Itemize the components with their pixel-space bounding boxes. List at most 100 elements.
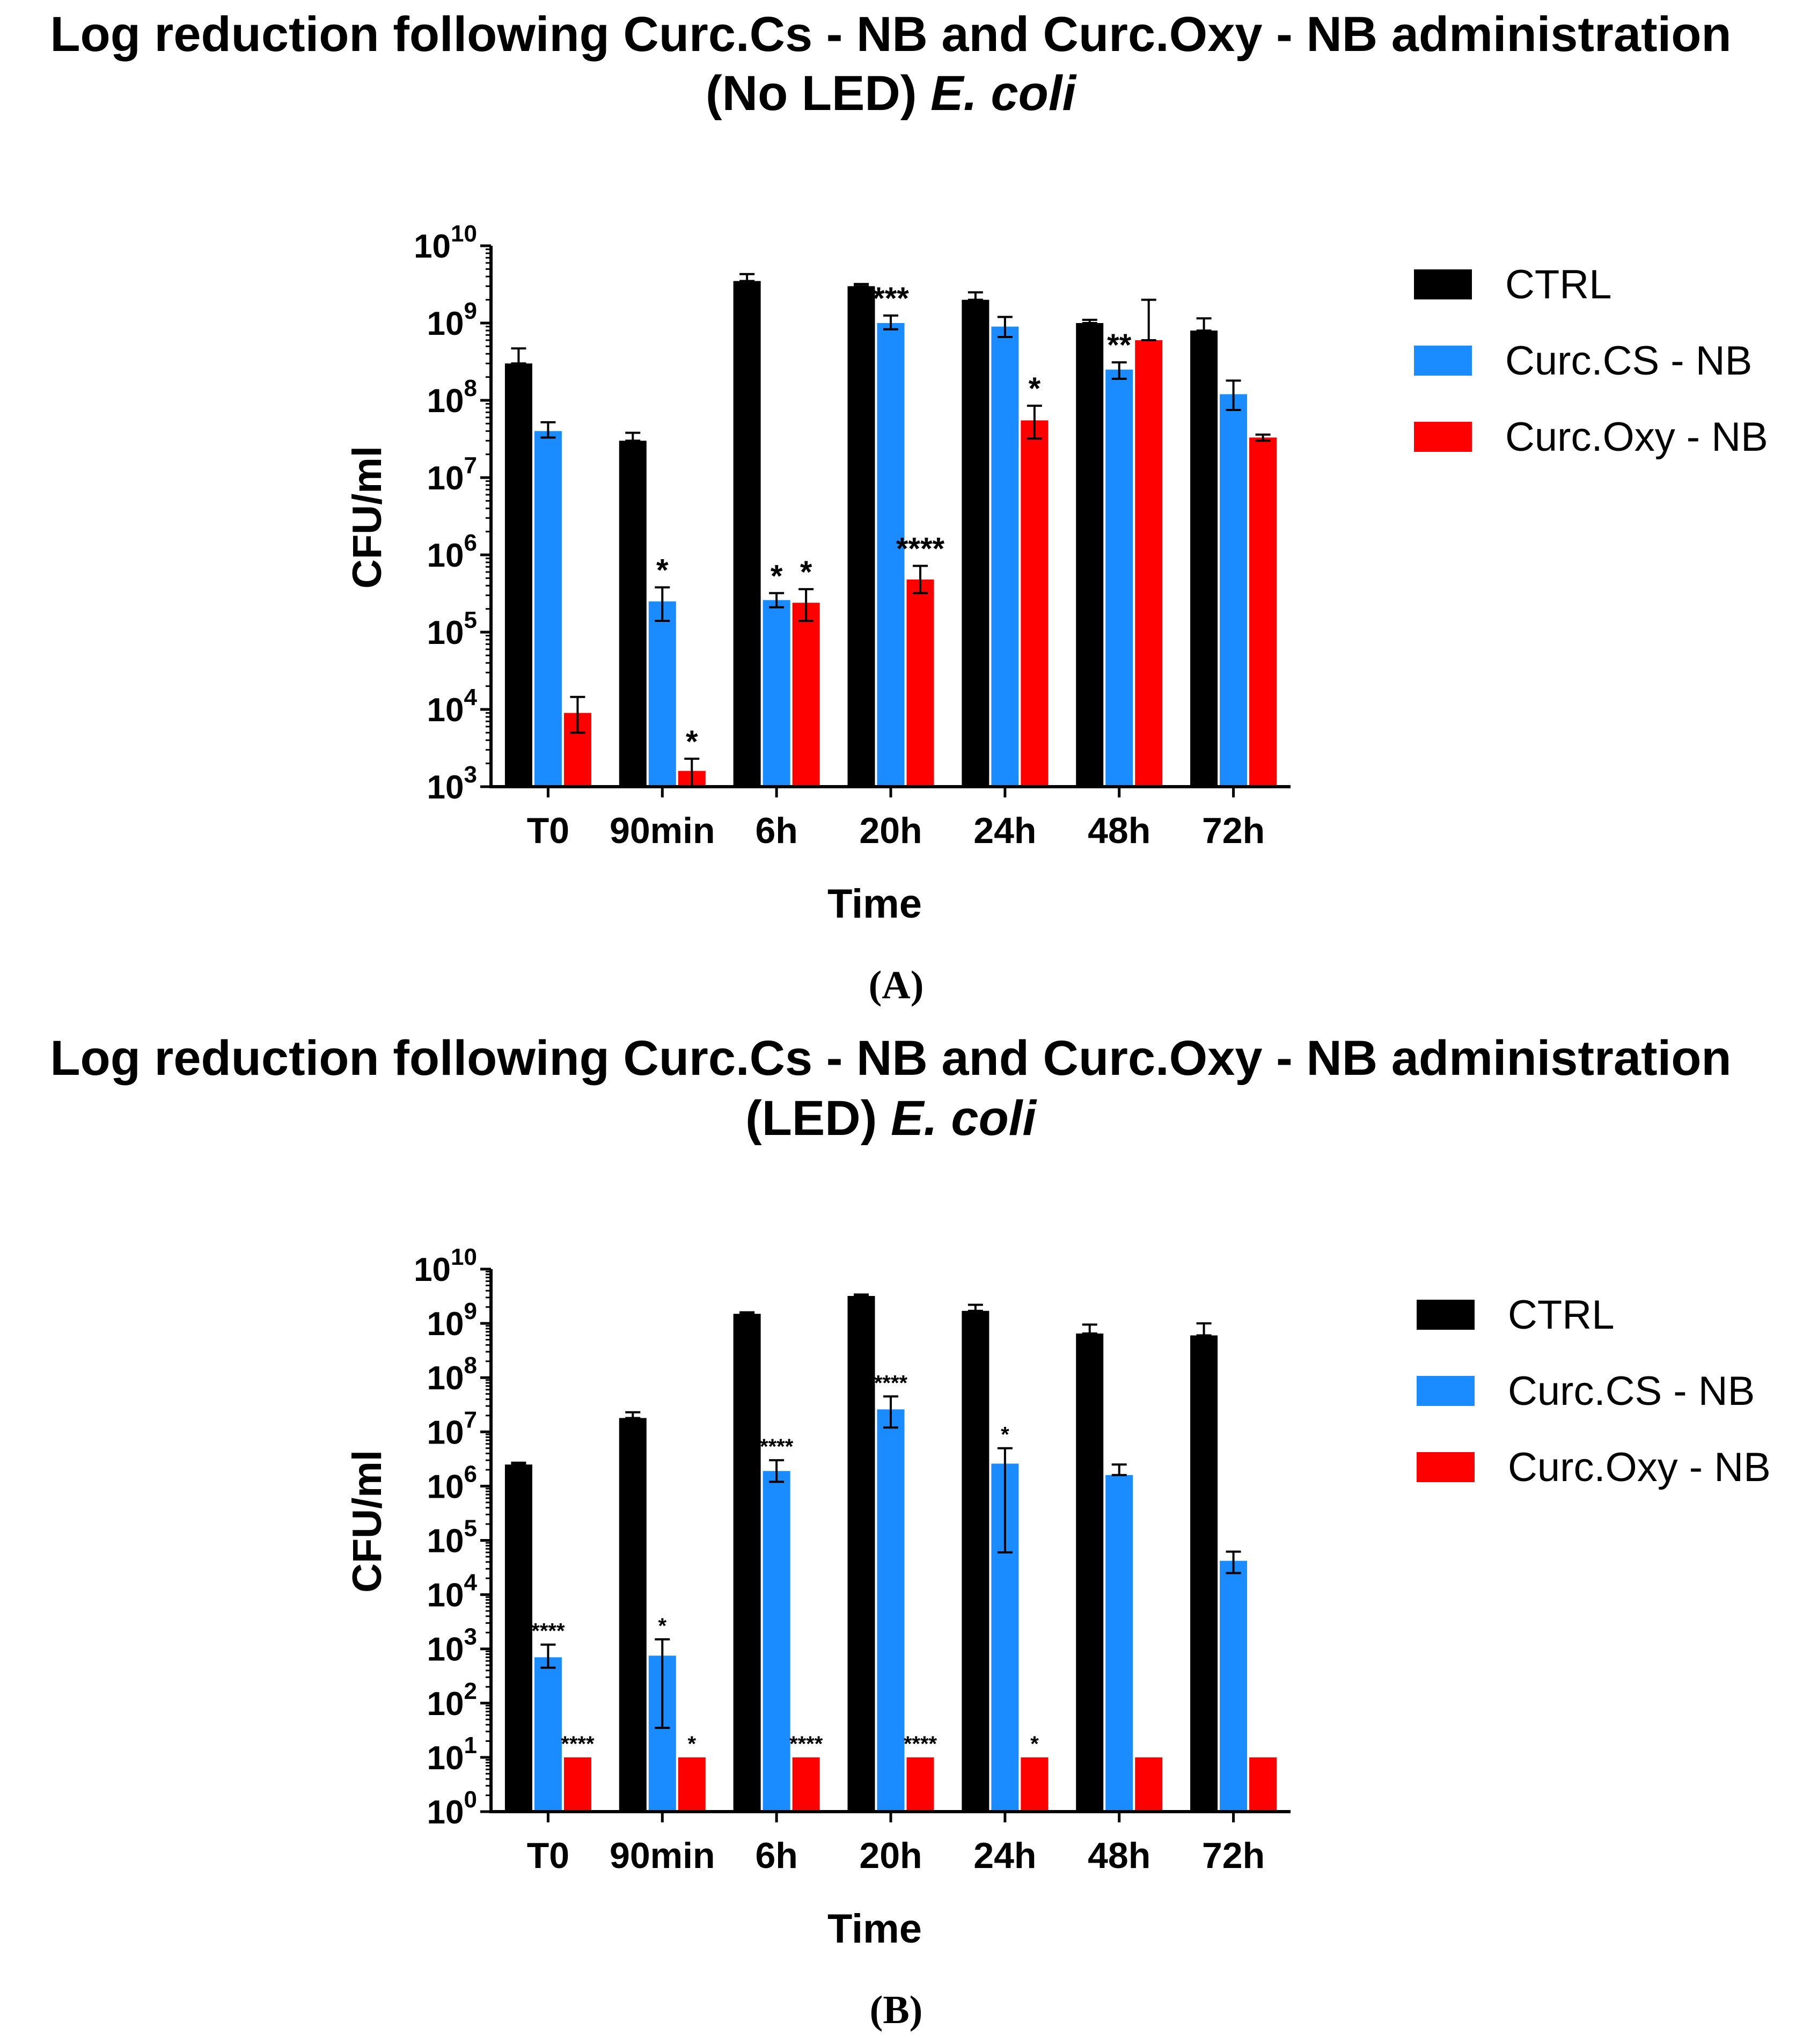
y-tick-exponent: 5 — [464, 607, 477, 633]
x-tick-label-48h: 48h — [1088, 810, 1150, 851]
x-tick-label-20h: 20h — [859, 810, 922, 851]
x-tick-label-6h: 6h — [755, 810, 797, 851]
legend-label-ctrl: CTRL — [1505, 262, 1611, 307]
y-tick-label: 106 — [427, 1461, 477, 1505]
significance-cs-90min: * — [656, 553, 669, 588]
y-tick-label: 103 — [427, 761, 477, 806]
legend-label-ctrl: CTRL — [1508, 1292, 1614, 1338]
y-tick-exponent: 5 — [464, 1515, 477, 1542]
bar-oxy-T0 — [563, 1757, 591, 1812]
x-tick-label-48h: 48h — [1088, 1835, 1150, 1876]
x-tick-label-T0: T0 — [527, 810, 569, 851]
y-tick-exponent: 7 — [464, 452, 477, 479]
y-tick-base: 10 — [427, 769, 464, 806]
y-tick-label: 107 — [427, 452, 477, 497]
panel-a-title-line2: (No LED) E. coli — [706, 66, 1077, 121]
y-tick-exponent: 2 — [464, 1678, 477, 1704]
y-tick-exponent: 3 — [464, 1624, 477, 1650]
panel-b-title-prefix: (LED) — [745, 1091, 891, 1146]
legend-label-cs: Curc.CS - NB — [1505, 338, 1752, 384]
panel-a-legend: CTRL Curc.CS - NB Curc.Oxy - NB — [1414, 262, 1768, 460]
bar-ctrl-T0 — [504, 1464, 532, 1812]
panel-b: Log reduction following Curc.Cs - NB and… — [50, 1031, 1770, 2032]
bar-ctrl-6h — [733, 1314, 761, 1812]
x-tick-label-72h: 72h — [1202, 810, 1265, 851]
y-tick-label: 106 — [427, 530, 477, 574]
bar-oxy-72h — [1249, 437, 1277, 787]
significance-cs-6h: * — [771, 559, 783, 594]
y-tick-base: 10 — [427, 460, 464, 497]
y-tick-base: 10 — [427, 1686, 464, 1723]
legend-label-oxy: Curc.Oxy - NB — [1505, 414, 1768, 460]
y-tick-label: 108 — [427, 1352, 477, 1397]
significance-oxy-24h: * — [1030, 1732, 1039, 1756]
legend-swatch-oxy — [1414, 422, 1472, 452]
y-tick-label: 108 — [427, 375, 477, 420]
significance-oxy-6h: **** — [789, 1732, 823, 1756]
y-tick-base: 10 — [427, 614, 464, 651]
y-tick-label: 100 — [427, 1786, 477, 1831]
bar-ctrl-24h — [962, 1310, 990, 1812]
y-tick-exponent: 4 — [464, 684, 478, 710]
significance-cs-48h: ** — [1107, 328, 1132, 363]
legend-swatch-cs — [1414, 346, 1472, 376]
panel-a-plot: * *************1031041051061071081091010T… — [414, 221, 1291, 851]
bar-oxy-20h — [906, 579, 934, 787]
panel-b-title-italic: E. coli — [891, 1091, 1037, 1146]
y-tick-exponent: 8 — [464, 1352, 477, 1379]
y-tick-base: 10 — [427, 305, 464, 342]
bar-cs-90min — [648, 601, 676, 787]
bar-ctrl-48h — [1076, 323, 1104, 787]
panel-b-title-line2: (LED) E. coli — [745, 1091, 1037, 1146]
bar-oxy-72h — [1249, 1757, 1277, 1812]
y-tick-base: 10 — [427, 1414, 464, 1451]
bar-cs-72h — [1220, 1561, 1248, 1812]
y-tick-label: 1010 — [414, 221, 477, 265]
y-tick-base: 10 — [414, 228, 451, 265]
bar-oxy-24h — [1021, 420, 1049, 787]
y-tick-base: 10 — [427, 1577, 464, 1614]
bar-cs-T0 — [534, 431, 562, 787]
legend-swatch-ctrl — [1417, 1300, 1475, 1330]
y-tick-exponent: 9 — [464, 1298, 477, 1324]
x-tick-label-72h: 72h — [1202, 1835, 1265, 1876]
y-tick-label: 104 — [427, 1570, 478, 1614]
y-tick-label: 109 — [427, 1298, 477, 1343]
bar-oxy-90min — [678, 1757, 706, 1812]
bar-ctrl-72h — [1190, 330, 1218, 787]
y-tick-label: 105 — [427, 607, 477, 651]
y-tick-label: 103 — [427, 1624, 477, 1668]
legend-label-cs: Curc.CS - NB — [1508, 1368, 1755, 1414]
panel-a: Log reduction following Curc.Cs - NB and… — [50, 7, 1768, 1007]
significance-oxy-6h: * — [800, 555, 812, 590]
significance-cs-6h: **** — [760, 1435, 794, 1459]
panel-b-legend: CTRL Curc.CS - NB Curc.Oxy - NB — [1417, 1292, 1771, 1490]
panel-b-label: (B) — [870, 1988, 923, 2032]
significance-cs-24h: * — [1001, 1423, 1009, 1447]
y-tick-exponent: 7 — [464, 1406, 477, 1433]
y-tick-base: 10 — [427, 383, 464, 420]
y-tick-base: 10 — [427, 1740, 464, 1777]
bar-cs-6h — [763, 1471, 790, 1812]
bar-cs-6h — [763, 600, 790, 787]
y-tick-base: 10 — [427, 1360, 464, 1397]
bar-oxy-20h — [906, 1757, 934, 1812]
y-tick-label: 101 — [427, 1732, 477, 1777]
significance-cs-20h: **** — [874, 1371, 908, 1395]
y-tick-exponent: 4 — [464, 1570, 478, 1596]
significance-oxy-90min: * — [686, 724, 698, 759]
x-tick-label-20h: 20h — [859, 1835, 922, 1876]
y-tick-base: 10 — [427, 692, 464, 729]
y-tick-exponent: 9 — [464, 298, 477, 324]
panel-b-xlabel: Time — [827, 1906, 922, 1952]
y-tick-base: 10 — [427, 1306, 464, 1343]
panel-b-title-line1: Log reduction following Curc.Cs - NB and… — [50, 1031, 1731, 1086]
x-tick-label-24h: 24h — [973, 810, 1036, 851]
bar-ctrl-48h — [1076, 1334, 1104, 1812]
legend-label-oxy: Curc.Oxy - NB — [1508, 1445, 1771, 1490]
panel-b-ylabel: CFU/ml — [345, 1450, 390, 1593]
panel-a-title-italic: E. coli — [930, 66, 1077, 121]
bar-cs-20h — [877, 323, 905, 787]
significance-cs-90min: * — [658, 1614, 666, 1638]
